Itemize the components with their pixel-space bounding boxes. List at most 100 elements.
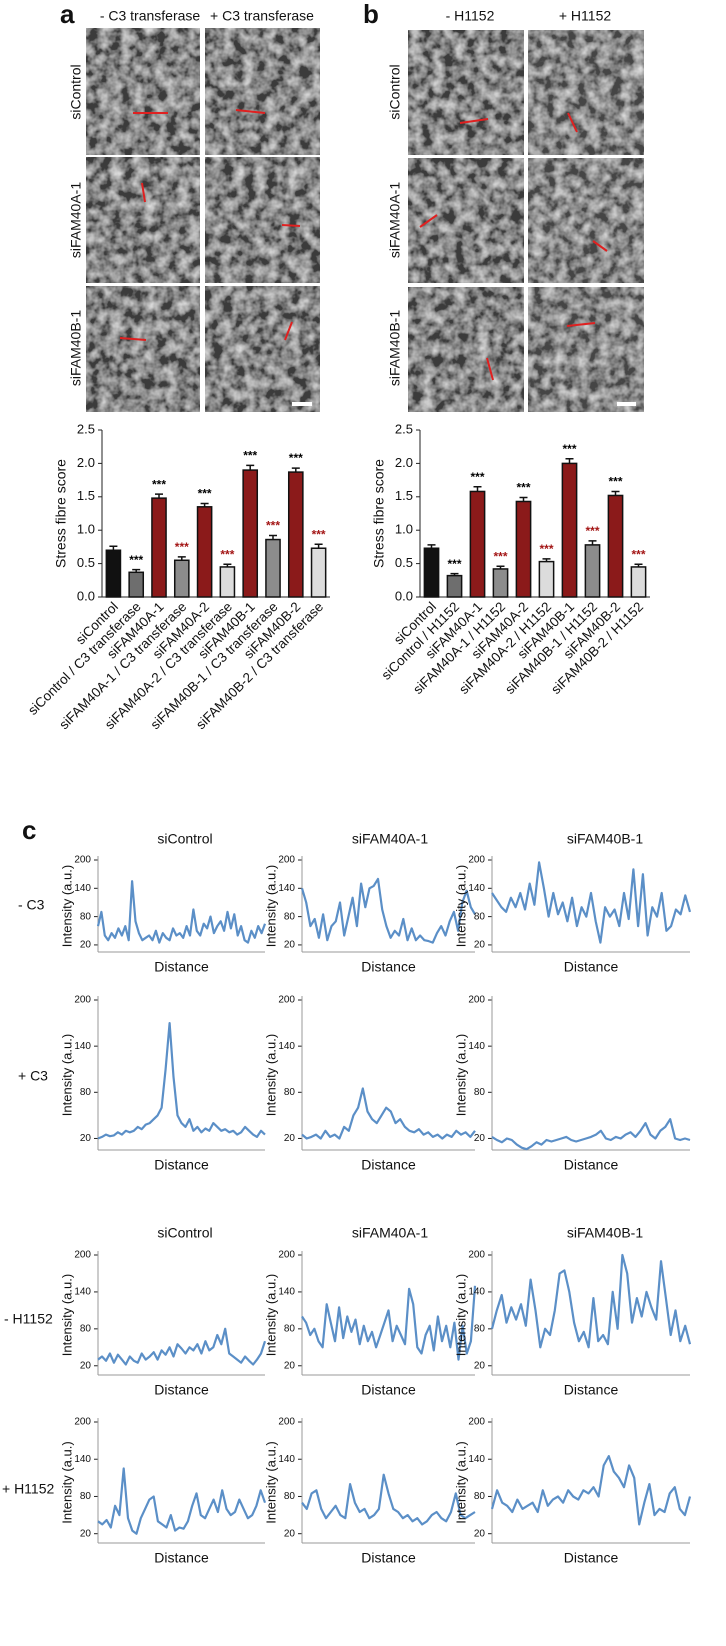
y-tick-label: 80: [474, 1491, 486, 1502]
panel-label: a: [60, 0, 75, 29]
y-tick-label: 2.0: [395, 455, 413, 470]
y-tick-label: 140: [278, 883, 295, 894]
y-tick-label: 200: [74, 1250, 91, 1261]
error-bar: [177, 556, 186, 561]
y-axis-label: Intensity (a.u.): [59, 1441, 74, 1523]
y-tick-label: 200: [74, 995, 91, 1006]
micrograph: [528, 158, 644, 283]
y-axis-label: Intensity (a.u.): [59, 1274, 74, 1356]
y-tick-label: 2.5: [77, 421, 95, 436]
line-scan: [419, 214, 438, 228]
error-bar: [473, 486, 482, 492]
significance-label: ***: [312, 527, 326, 541]
significance-label: ***: [493, 549, 507, 563]
y-tick-label: 140: [468, 1287, 485, 1298]
column-header: siFAM40B-1: [567, 831, 643, 847]
error-bar: [155, 493, 163, 499]
row-label: siControl: [68, 64, 84, 119]
bar: [492, 568, 509, 598]
y-tick-label: 80: [284, 1087, 296, 1098]
x-axis-label: Distance: [154, 1382, 209, 1398]
line-scan: [566, 322, 596, 327]
significance-label: ***: [585, 524, 599, 538]
error-bar: [200, 502, 209, 507]
bar: [607, 494, 624, 598]
micrograph: [408, 287, 524, 412]
error-bar: [109, 545, 118, 551]
column-header: siFAM40A-1: [352, 1225, 428, 1241]
row-label: siFAM40B-1: [387, 310, 403, 386]
y-tick-label: 20: [474, 940, 486, 951]
error-bar: [519, 496, 528, 502]
x-axis-label: Distance: [154, 959, 209, 975]
data-line: [490, 1455, 692, 1526]
error-bar: [542, 558, 551, 562]
line-scan: [459, 118, 489, 124]
data-line: [301, 1087, 476, 1140]
y-tick-label: 200: [74, 1417, 91, 1428]
y-tick-label: 200: [74, 855, 91, 866]
data-line: [97, 1327, 267, 1366]
significance-label: ***: [631, 547, 645, 561]
significance-label: ***: [152, 477, 166, 491]
micrographs: [86, 28, 320, 412]
y-tick-label: 140: [468, 1041, 485, 1052]
y-tick-label: 20: [474, 1133, 486, 1144]
y-tick-label: 20: [80, 1133, 92, 1144]
line-scan: [141, 182, 146, 203]
error-bar: [132, 568, 141, 573]
data-line: [300, 877, 476, 944]
y-tick-label: 2.0: [77, 455, 95, 470]
error-bar: [223, 563, 232, 567]
bar: [469, 490, 486, 598]
error-bar: [427, 544, 436, 549]
line-scan: [281, 224, 301, 227]
column-header: - H1152: [446, 8, 495, 24]
row-label: + C3: [18, 1068, 48, 1084]
x-axis-label: Distance: [361, 1382, 416, 1398]
micrograph: [528, 30, 644, 155]
y-axis-label: Intensity (a.u.): [453, 1274, 468, 1356]
y-tick-label: 0.5: [395, 555, 413, 570]
error-bar: [269, 534, 277, 540]
y-tick-label: 80: [284, 911, 296, 922]
error-bar: [314, 543, 323, 549]
y-tick-label: 80: [474, 1087, 486, 1098]
y-tick-label: 200: [468, 995, 485, 1006]
data-line: [490, 1253, 692, 1349]
row-label: siFAM40A-1: [68, 182, 84, 258]
significance-label: ***: [220, 547, 234, 561]
y-tick-label: 1.5: [395, 488, 413, 503]
y-axis-label: Intensity (a.u.): [59, 865, 74, 947]
bar: [310, 547, 327, 598]
y-tick-label: 20: [80, 1360, 92, 1371]
y-tick-label: 140: [278, 1041, 295, 1052]
column-header: siControl: [157, 1225, 212, 1241]
y-tick-label: 1.0: [395, 522, 413, 537]
y-tick-label: 1.5: [77, 488, 95, 503]
y-tick-label: 140: [278, 1454, 295, 1465]
error-bar: [611, 490, 620, 496]
y-tick-label: 140: [74, 1041, 91, 1052]
y-axis-label: Stress fibre score: [53, 459, 69, 568]
y-tick-label: 0.0: [77, 588, 95, 603]
y-axis-label: Intensity (a.u.): [263, 1034, 278, 1116]
y-tick-label: 140: [74, 1454, 91, 1465]
line-scan: [567, 112, 578, 133]
y-tick-label: 20: [474, 1528, 486, 1539]
y-tick-label: 140: [468, 1454, 485, 1465]
y-tick-label: 20: [474, 1360, 486, 1371]
y-tick-label: 200: [468, 1250, 485, 1261]
line-scan: [235, 109, 266, 114]
data-line: [491, 1118, 691, 1151]
error-bar: [496, 565, 505, 569]
micrograph: [205, 28, 320, 155]
bar: [538, 560, 555, 598]
significance-label: ***: [470, 470, 484, 484]
panel-label: c: [22, 815, 36, 845]
x-axis-label: Distance: [154, 1550, 209, 1566]
y-tick-label: 20: [284, 1360, 296, 1371]
column-header: siFAM40B-1: [567, 1225, 643, 1241]
micrograph: [205, 157, 320, 283]
